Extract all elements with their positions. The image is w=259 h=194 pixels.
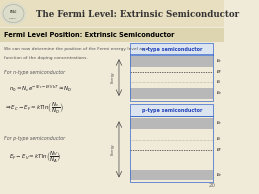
Text: Fermi Level Position: Extrinsic Semiconductor: Fermi Level Position: Extrinsic Semicond… [4,32,175,38]
Bar [0,0,225,27]
Text: function of the doping concentrations.: function of the doping concentrations. [4,56,88,60]
Bar [0,28,225,42]
Text: 20: 20 [208,183,215,188]
Text: $\Rightarrow E_C - E_F = kT\ln\!\left(\dfrac{N_c}{N_D}\right)$: $\Rightarrow E_C - E_F = kT\ln\!\left(\d… [4,101,64,116]
Text: $n_0 = N_c e^{-(E_c-E_F)/kT} \approx N_D$: $n_0 = N_c e^{-(E_c-E_F)/kT} \approx N_D… [9,83,73,94]
Bar [130,88,213,99]
Text: $E_v$: $E_v$ [215,90,222,97]
Text: For p-type semiconductor: For p-type semiconductor [4,136,66,141]
Text: $E_c$: $E_c$ [215,58,222,65]
Text: $E_c$: $E_c$ [215,120,222,127]
Text: $E_F$: $E_F$ [215,146,222,154]
Text: For n-type semiconductor: For n-type semiconductor [4,70,66,75]
Bar [130,43,213,55]
Text: $E_F - E_V = kT\ln\!\left(\dfrac{N_V}{N_A}\right)$: $E_F - E_V = kT\ln\!\left(\dfrac{N_V}{N_… [9,149,61,165]
Text: $E_i$: $E_i$ [215,79,221,86]
Text: UNIVERSITY: UNIVERSITY [9,18,18,19]
Circle shape [1,3,26,24]
Text: Energy: Energy [111,144,114,155]
Text: BRAC: BRAC [10,10,17,14]
Bar [130,116,213,182]
Text: $E_v$: $E_v$ [215,171,222,179]
Text: Energy: Energy [111,72,114,83]
Text: The Fermi Level: Extrinsic Semiconductor: The Fermi Level: Extrinsic Semiconductor [36,10,239,19]
Bar [130,56,213,67]
Text: We can now determine the position of the Fermi energy level as a: We can now determine the position of the… [4,47,149,51]
Bar [130,170,213,180]
Bar [130,104,213,116]
Text: n-type semiconductor: n-type semiconductor [141,47,202,52]
Bar [130,54,213,101]
Bar [130,118,213,129]
Text: p-type semiconductor: p-type semiconductor [141,108,202,113]
Text: $E_F$: $E_F$ [215,68,222,76]
Text: $E_i$: $E_i$ [215,136,221,144]
